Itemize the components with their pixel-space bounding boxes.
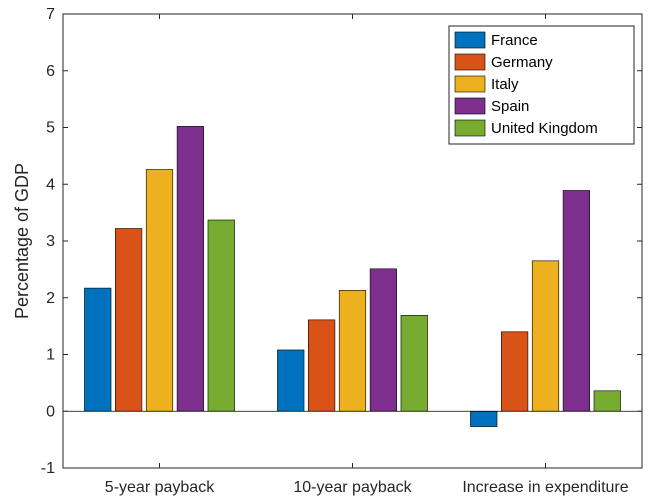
bar (277, 349, 305, 412)
bar (84, 287, 112, 412)
y-tick-label: 1 (46, 347, 55, 364)
legend-swatch (454, 75, 486, 93)
bar (338, 290, 367, 412)
y-tick-label: -1 (41, 460, 55, 477)
bar (501, 331, 529, 412)
legend-swatch (454, 31, 486, 49)
x-tick-label: 5-year payback (105, 479, 215, 496)
axes: -1 0 1 2 3 4 5 6 7 5-year payback 10-year payback I… (41, 6, 643, 496)
bar (470, 410, 498, 427)
y-tick-label: 2 (46, 290, 55, 307)
legend: France Germany Italy Spain United Kingdom (448, 25, 635, 145)
y-tick-label: 3 (46, 233, 55, 250)
bar (531, 260, 560, 412)
legend-label: Spain (491, 98, 529, 115)
bar (115, 228, 143, 412)
plot-area (63, 126, 642, 427)
bar (176, 126, 204, 412)
legend-label: Germany (491, 54, 553, 71)
legend-swatch (454, 97, 486, 115)
legend-label: United Kingdom (491, 120, 598, 137)
bar (308, 319, 336, 412)
y-tick-label: 7 (46, 6, 55, 23)
legend-swatch (454, 53, 486, 71)
bar (562, 190, 590, 412)
bar (593, 390, 621, 412)
bar (207, 219, 235, 412)
bar (400, 315, 428, 412)
y-tick-label: 4 (46, 176, 55, 193)
legend-label: France (491, 32, 538, 49)
legend-label: Italy (491, 76, 519, 93)
y-axis-title: Percentage of GDP (12, 163, 32, 319)
x-tick-label: 10-year payback (293, 479, 412, 496)
bar (145, 169, 174, 412)
legend-swatch (454, 119, 486, 137)
y-tick-label: 0 (46, 403, 55, 420)
x-tick-label: Increase in expenditure (462, 479, 628, 496)
y-tick-label: 5 (46, 120, 55, 137)
y-tick-label: 6 (46, 63, 55, 80)
bar (369, 268, 397, 412)
